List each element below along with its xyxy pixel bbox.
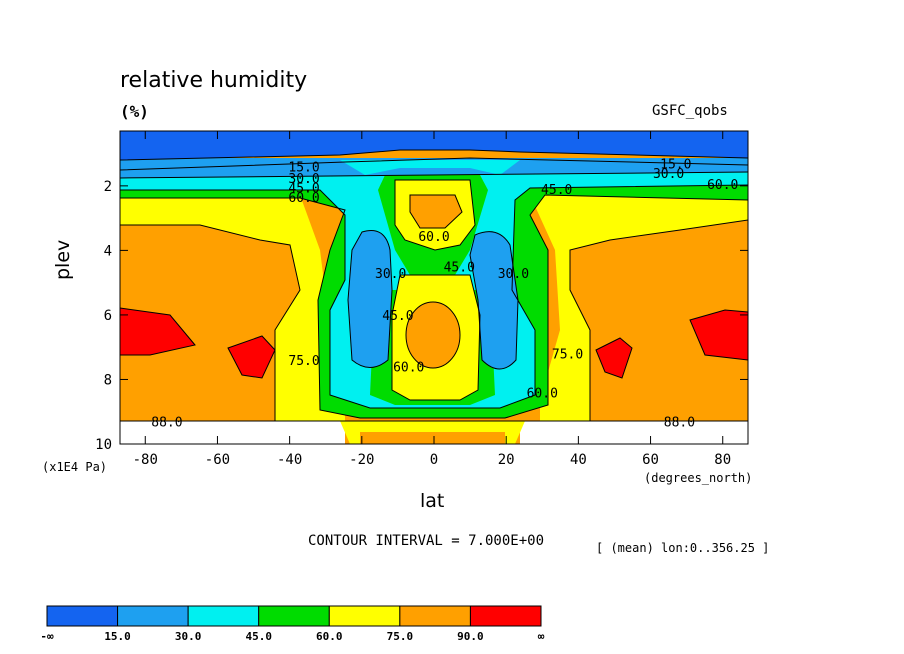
band-60-75-south bbox=[120, 195, 345, 444]
band-15-30-lobe-north bbox=[470, 231, 518, 369]
x-tick-label: 0 bbox=[430, 452, 438, 468]
y-tick-label: 2 bbox=[104, 179, 112, 195]
y-tick-label: 10 bbox=[95, 437, 112, 453]
x-tick-label: -40 bbox=[277, 452, 302, 468]
contour-label: 60.0 bbox=[707, 178, 738, 193]
y-tick-label: 4 bbox=[104, 243, 112, 259]
contour-label: 45.0 bbox=[288, 181, 319, 196]
contour-label: 60.0 bbox=[393, 361, 424, 376]
x-tick-label: -60 bbox=[205, 452, 230, 468]
band-above-90-north-1 bbox=[596, 338, 632, 378]
colorbar-swatch bbox=[187, 605, 260, 627]
colorbar-swatch bbox=[328, 605, 401, 627]
band-60-75-north bbox=[530, 195, 748, 444]
colorbar-swatch bbox=[46, 605, 119, 627]
x-tick-label: -80 bbox=[133, 452, 158, 468]
x-tick-label: 20 bbox=[498, 452, 515, 468]
contour-fill bbox=[120, 131, 748, 444]
contour-label: 45.0 bbox=[382, 309, 413, 324]
contour-label: 75.0 bbox=[288, 354, 319, 369]
colorbar-swatch bbox=[399, 605, 471, 627]
y-tick-label: 6 bbox=[104, 308, 112, 324]
contour-label: 30.0 bbox=[498, 267, 529, 282]
x-tick-label: -20 bbox=[349, 452, 374, 468]
colorbar-swatch bbox=[117, 605, 189, 627]
band-75-90-lower-core bbox=[406, 302, 460, 368]
contour-label: 45.0 bbox=[444, 261, 475, 276]
x-tick-label: 40 bbox=[570, 452, 587, 468]
dataset-label: GSFC_qobs bbox=[652, 103, 728, 119]
contour-label: 30.0 bbox=[288, 172, 319, 187]
colorbar-label: 90.0 bbox=[457, 630, 484, 643]
colorbar-label: 30.0 bbox=[175, 630, 202, 643]
contour-label: 15.0 bbox=[288, 160, 319, 175]
colorbar-label: 60.0 bbox=[316, 630, 343, 643]
band-below-15-top bbox=[120, 131, 748, 160]
band-above-90-south-2 bbox=[228, 336, 275, 378]
subset-label: [ (mean) lon:0..356.25 ] bbox=[596, 541, 770, 555]
surface-orange bbox=[360, 432, 505, 444]
x-tick-label: 80 bbox=[714, 452, 731, 468]
contour-label: 60.0 bbox=[418, 230, 449, 245]
chart-title: relative humidity bbox=[120, 68, 308, 93]
x-tick-label: 60 bbox=[642, 452, 659, 468]
axis-ticks: -80 -60 -40 -20 0 20 40 60 80 2 4 6 8 10 bbox=[95, 131, 748, 468]
units-label: (%) bbox=[120, 102, 149, 121]
band-30-45-shoulder bbox=[340, 160, 520, 175]
x-axis-label: lat bbox=[420, 490, 445, 512]
contour-label: 30.0 bbox=[653, 167, 684, 182]
band-above-90-north-2 bbox=[690, 310, 748, 360]
below-ground-mask bbox=[120, 421, 748, 444]
contour-label: 88.0 bbox=[151, 415, 182, 430]
contour-labels: 15.030.045.060.015.030.045.0 60.060.030.0… bbox=[151, 157, 738, 430]
contour-label: 15.0 bbox=[660, 157, 691, 172]
contour-lines bbox=[120, 149, 748, 422]
contour-label: 45.0 bbox=[541, 183, 572, 198]
contour-label: 75.0 bbox=[552, 348, 583, 363]
band-15-30-lobe-south bbox=[348, 230, 392, 368]
colorbar-label: ∞ bbox=[538, 630, 545, 643]
contour-label: 30.0 bbox=[375, 267, 406, 282]
x-unit-label: (degrees_north) bbox=[644, 471, 753, 485]
y-axis-label: plev bbox=[52, 239, 74, 280]
colorbar: -∞ 15.0 30.0 45.0 60.0 75.0 90.0 ∞ bbox=[40, 605, 545, 643]
contour-label: 60.0 bbox=[527, 386, 558, 401]
colorbar-label: 15.0 bbox=[104, 630, 131, 643]
y-unit-label: (x1E4 Pa) bbox=[42, 460, 108, 474]
colorbar-swatch bbox=[258, 605, 330, 627]
contour-label: 60.0 bbox=[288, 191, 319, 206]
band-75-90-upper-core bbox=[410, 195, 462, 228]
contour-interval-label: CONTOUR INTERVAL = 7.000E+00 bbox=[308, 533, 545, 549]
band-above-90-south-1 bbox=[120, 308, 195, 355]
colorbar-swatch bbox=[469, 605, 542, 627]
colorbar-label: 75.0 bbox=[387, 630, 414, 643]
colorbar-label: 45.0 bbox=[245, 630, 272, 643]
colorbar-label: -∞ bbox=[40, 630, 54, 643]
contour-label: 88.0 bbox=[664, 415, 695, 430]
y-tick-label: 8 bbox=[104, 372, 112, 388]
